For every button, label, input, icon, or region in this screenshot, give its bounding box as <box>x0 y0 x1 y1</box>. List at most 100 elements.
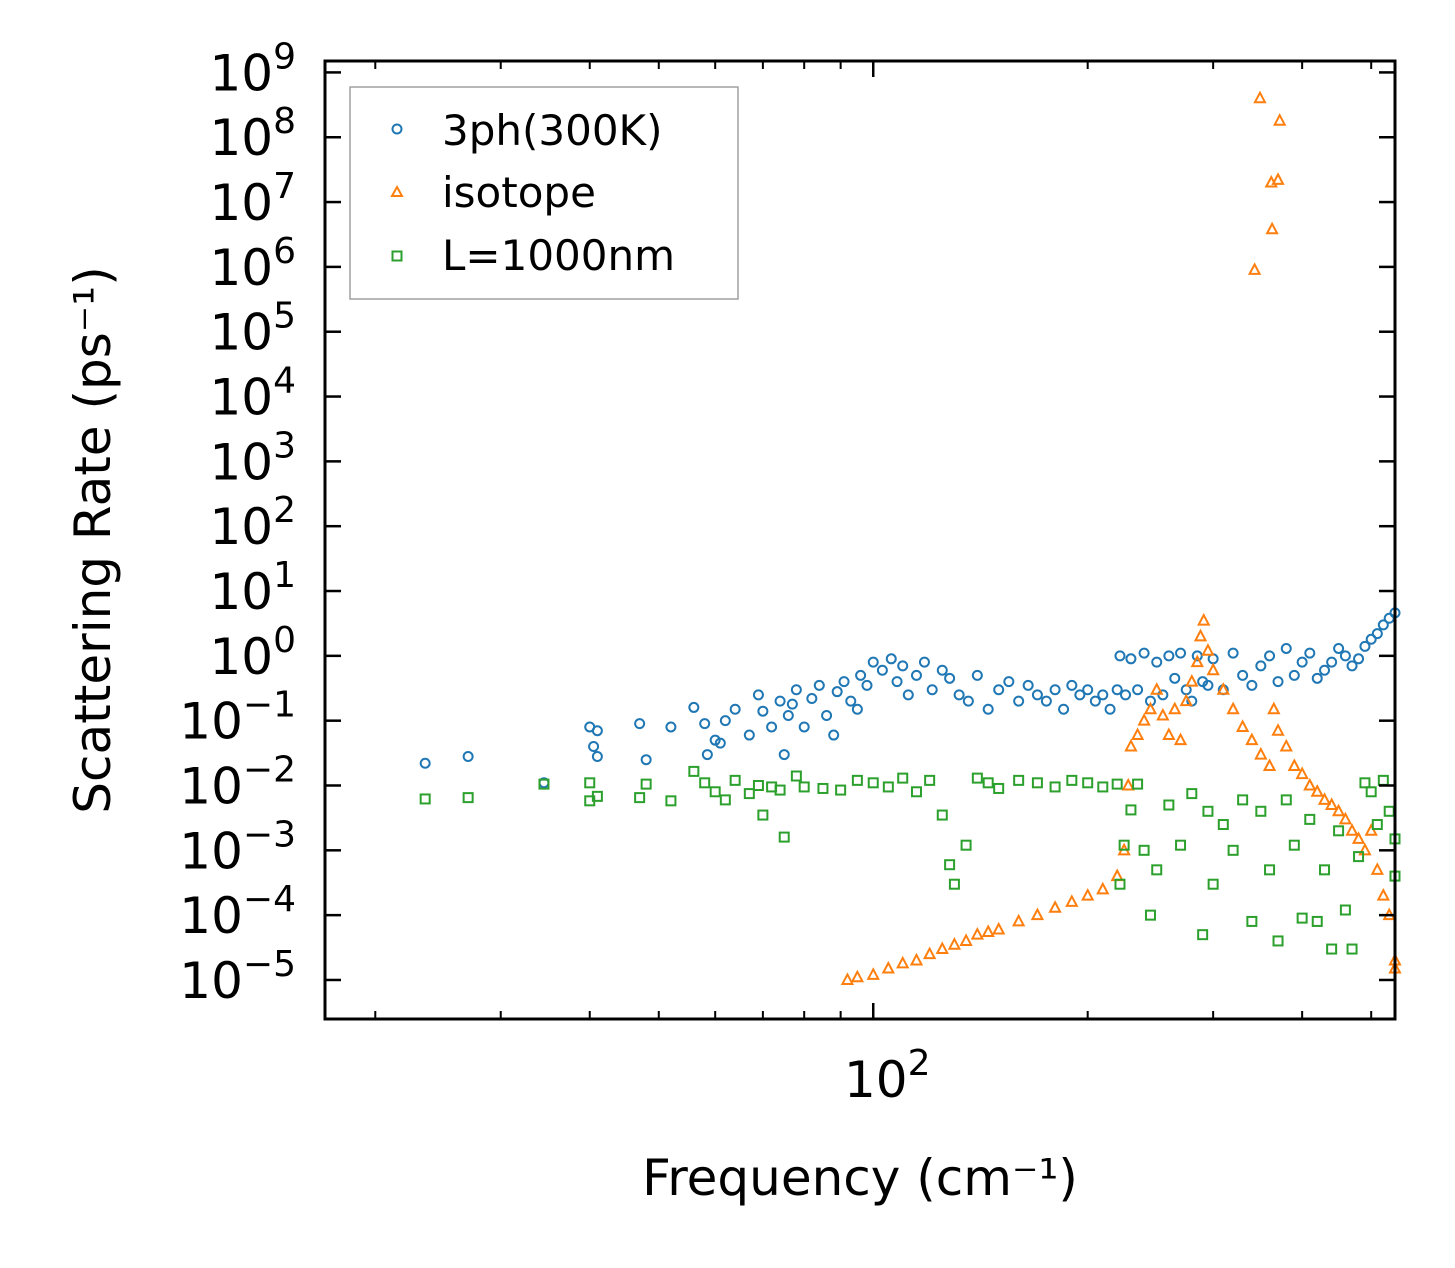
data-point <box>1143 701 1158 715</box>
y-tick-label-exponent: −2 <box>243 749 296 790</box>
data-point <box>778 831 790 843</box>
data-point <box>1138 647 1150 659</box>
data-point <box>1304 647 1316 659</box>
data-point <box>640 754 652 766</box>
data-point <box>1173 732 1188 746</box>
data-point <box>910 669 922 681</box>
data-point <box>1003 676 1015 688</box>
data-point <box>1193 628 1208 642</box>
y-tick-label: 10−2 <box>179 749 296 815</box>
data-point <box>935 941 949 955</box>
data-point <box>1255 805 1267 817</box>
data-point <box>1264 650 1276 662</box>
legend: 3ph(300K) isotope L=1000nm <box>349 86 739 300</box>
data-point <box>835 784 847 796</box>
data-point <box>1296 912 1308 924</box>
data-point <box>1163 799 1175 811</box>
data-point <box>591 725 603 737</box>
data-point <box>1235 719 1250 732</box>
data-point <box>953 689 965 701</box>
data-point <box>634 792 646 804</box>
y-tick-label: 10−1 <box>179 685 296 751</box>
data-point <box>1114 650 1126 662</box>
data-point <box>1202 805 1214 817</box>
data-point <box>538 778 550 790</box>
y-tick-label-exponent: 2 <box>273 490 296 531</box>
data-point <box>752 689 764 701</box>
data-point <box>1206 662 1220 676</box>
data-point <box>1082 777 1094 789</box>
data-point <box>960 839 972 851</box>
data-point <box>1304 813 1316 825</box>
data-point <box>1197 612 1211 626</box>
data-point <box>1097 781 1109 793</box>
data-point <box>936 664 948 676</box>
y-tick-label-exponent: 5 <box>273 296 296 337</box>
y-tick-label-exponent: 3 <box>273 425 296 466</box>
data-point <box>845 695 857 707</box>
data-point <box>1097 689 1109 701</box>
data-point <box>1254 746 1268 760</box>
y-tick-label-exponent: −5 <box>243 944 296 985</box>
data-point <box>766 721 778 733</box>
y-tick-label-exponent: 1 <box>273 555 296 596</box>
data-point <box>719 794 731 806</box>
data-point <box>1365 633 1377 645</box>
data-point <box>896 955 910 969</box>
data-point <box>790 684 802 696</box>
plot-frame <box>323 59 1397 1021</box>
data-point <box>1124 738 1138 752</box>
data-point <box>881 960 895 974</box>
data-point <box>918 656 930 668</box>
data-point <box>1280 642 1292 654</box>
legend-marker-l1000nm <box>391 250 403 262</box>
data-point <box>729 703 741 715</box>
y-tick-label-base: 10 <box>179 952 243 1010</box>
data-point <box>876 664 888 676</box>
data-point <box>1296 656 1308 668</box>
data-point <box>1310 784 1324 797</box>
data-point <box>855 669 867 681</box>
data-point <box>1130 727 1145 741</box>
data-point <box>640 778 652 790</box>
data-point <box>1262 758 1277 771</box>
data-point <box>688 701 700 713</box>
data-point <box>1288 839 1300 851</box>
data-point <box>1237 669 1249 681</box>
data-point <box>948 878 960 890</box>
data-point <box>419 793 431 805</box>
data-point <box>885 653 897 665</box>
legend-marker-3ph <box>391 123 403 135</box>
data-point <box>782 710 794 722</box>
y-tick-label: 10−3 <box>179 814 296 880</box>
data-point <box>982 777 994 789</box>
data-point <box>1370 862 1384 875</box>
y-tick-label-base: 10 <box>209 369 273 427</box>
data-point <box>1376 887 1390 901</box>
y-tick-label: 101 <box>209 555 296 621</box>
data-point <box>1358 842 1372 856</box>
legend-marker-isotope <box>390 184 404 197</box>
data-point <box>1013 774 1025 786</box>
y-tick-label-exponent: 0 <box>273 620 296 661</box>
data-point <box>1011 913 1026 927</box>
y-tick-label-base: 10 <box>209 304 273 362</box>
data-point <box>1359 777 1371 789</box>
y-tick-label: 105 <box>209 296 296 362</box>
data-point <box>688 765 700 777</box>
data-point <box>1169 672 1181 684</box>
data-point <box>962 695 974 707</box>
data-point <box>1331 803 1346 817</box>
data-point <box>1151 864 1163 876</box>
y-tick-label: 102 <box>209 490 296 556</box>
data-point <box>838 676 850 688</box>
data-point <box>1082 684 1094 696</box>
y-tick-label: 106 <box>209 231 296 297</box>
data-point <box>1058 703 1070 715</box>
data-point <box>709 786 721 798</box>
data-point <box>1365 786 1377 798</box>
data-point <box>902 689 914 701</box>
y-tick-label-exponent: 6 <box>273 231 296 272</box>
data-point <box>1111 684 1123 696</box>
